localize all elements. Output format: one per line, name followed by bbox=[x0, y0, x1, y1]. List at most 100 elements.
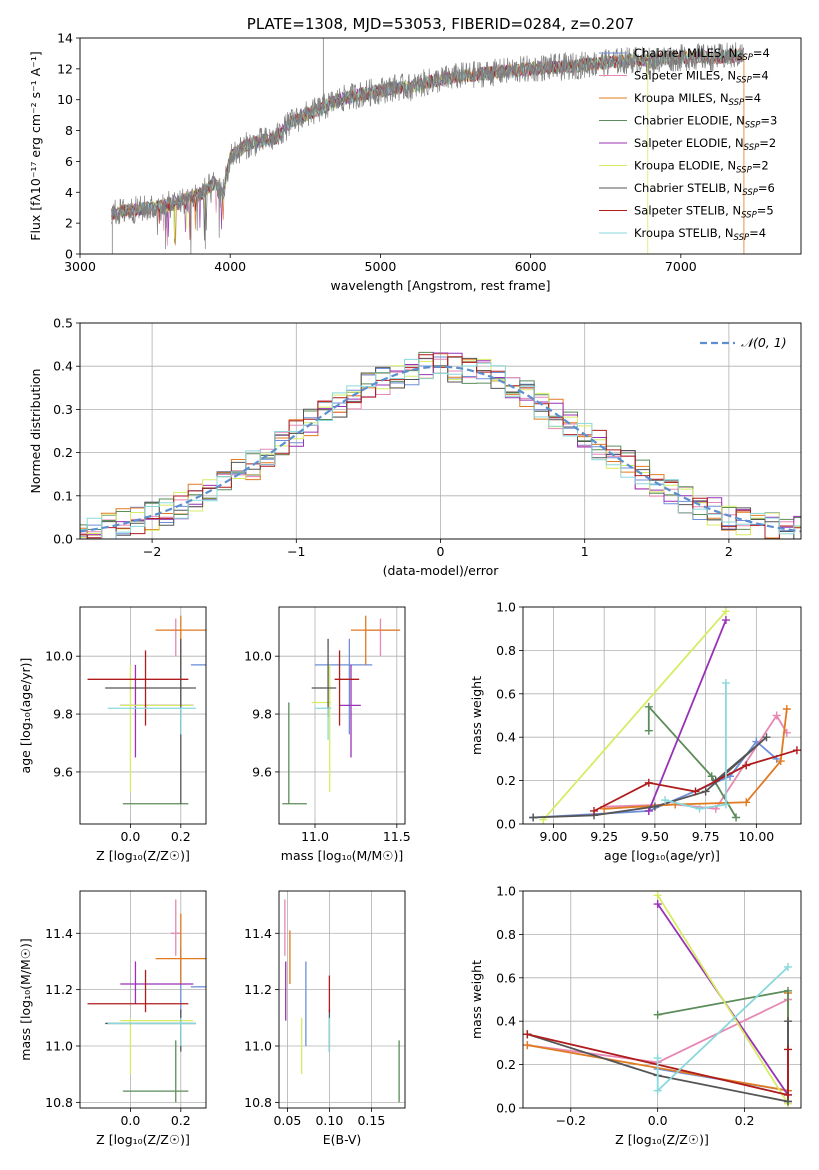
legend-text: Kroupa ELODIE, N bbox=[634, 159, 736, 173]
legend-entry: Salpeter ELODIE, NSSP=2 bbox=[634, 136, 776, 153]
data-spectrum-line bbox=[111, 42, 745, 254]
weight-point-marker bbox=[653, 1010, 662, 1019]
legend-entry: Chabrier MILES, NSSP=4 bbox=[634, 46, 770, 63]
weight-point-marker bbox=[701, 787, 710, 796]
x-tick-label: 0.2 bbox=[735, 1113, 755, 1128]
legend-tail: =3 bbox=[760, 114, 777, 128]
y-tick-label: 6 bbox=[65, 154, 73, 169]
weight-point-marker bbox=[721, 800, 730, 809]
y-tick-label: 0.2 bbox=[53, 445, 73, 460]
weight-series-line bbox=[533, 736, 768, 819]
x-tick-label: 9.50 bbox=[641, 829, 669, 844]
x-tick-label: 0.2 bbox=[171, 1113, 191, 1128]
y-tick-label: 0.2 bbox=[496, 773, 516, 788]
y-tick-label: 9.6 bbox=[53, 764, 73, 779]
x-tick-label: 2 bbox=[725, 544, 733, 559]
y-tick-label: 10.8 bbox=[45, 1095, 73, 1110]
y-tick-label: 1.0 bbox=[496, 600, 516, 615]
x-tick-label: −2 bbox=[143, 544, 161, 559]
y-tick-label: 0.8 bbox=[496, 643, 516, 658]
weight-series-line bbox=[647, 619, 727, 812]
y-tick-label: 12 bbox=[57, 61, 73, 76]
y-tick-label: 0.0 bbox=[53, 532, 73, 547]
legend-entry: Kroupa STELIB, NSSP=4 bbox=[634, 226, 766, 243]
weight-point-marker bbox=[732, 813, 741, 822]
y-tick-label: 10.8 bbox=[244, 1095, 272, 1110]
legend-subscript: SSP bbox=[729, 98, 745, 108]
y-tick-label: 8 bbox=[65, 123, 73, 138]
weight-point-marker bbox=[783, 1090, 792, 1099]
y-tick-label: 0.3 bbox=[53, 402, 73, 417]
x-axis-label: Z [log₁₀(Z/Z☉)] bbox=[96, 848, 190, 863]
errorbars bbox=[87, 899, 206, 1103]
weight-point-marker bbox=[792, 746, 801, 755]
x-tick-label: 0.05 bbox=[273, 1113, 301, 1128]
legend-subscript: SSP bbox=[745, 121, 761, 131]
weight-point-marker bbox=[644, 726, 653, 735]
y-tick-label: 11.4 bbox=[45, 926, 73, 941]
x-axis-label: (data-model)/error bbox=[383, 563, 500, 578]
x-tick-label: 10.00 bbox=[738, 829, 774, 844]
y-tick-label: 11.2 bbox=[45, 982, 73, 997]
errorbars bbox=[282, 615, 401, 805]
x-tick-label: 0.2 bbox=[171, 829, 191, 844]
x-axis-label: age [log₁₀(age/yr)] bbox=[604, 848, 720, 863]
weight-point-marker bbox=[691, 787, 700, 796]
weight-point-marker bbox=[742, 761, 751, 770]
y-tick-label: 9.8 bbox=[53, 707, 73, 722]
weight-series-line bbox=[647, 704, 737, 818]
x-tick-label: 0.10 bbox=[315, 1113, 343, 1128]
y-axis-label: mass [log₁₀(M/M☉)] bbox=[18, 938, 33, 1060]
axes-frame bbox=[278, 890, 406, 1109]
legend-entry: Kroupa ELODIE, NSSP=2 bbox=[634, 159, 769, 176]
weight-point-marker bbox=[653, 891, 662, 900]
legend-tail: =2 bbox=[752, 159, 769, 173]
x-tick-label: 1 bbox=[581, 544, 589, 559]
residuals-panel: −2 −1 0 1 2 0.0 0.1 0.2 0.3 0.4 0.5 (data-model)/er… bbox=[28, 316, 802, 578]
y-tick-label: 9.6 bbox=[252, 764, 272, 779]
x-tick-label: 0 bbox=[437, 544, 445, 559]
weight-point-marker bbox=[707, 772, 716, 781]
massweight_vs_age-panel: 9.00 9.25 9.50 9.75 10.00 0.0 0.2 0.4 0.6 0.8 1.0 a… bbox=[469, 600, 802, 863]
x-tick-label: 5000 bbox=[365, 259, 397, 274]
y-tick-label: 0 bbox=[65, 247, 73, 262]
legend-entry: Salpeter STELIB, NSSP=5 bbox=[634, 204, 774, 221]
weight-point-marker bbox=[644, 702, 653, 711]
x-tick-label: 9.00 bbox=[540, 829, 568, 844]
weight-point-marker bbox=[650, 802, 659, 811]
y-tick-label: 11.0 bbox=[244, 1039, 272, 1054]
weight-point-marker bbox=[661, 796, 670, 805]
x-axis-label: mass [log₁₀(M/M☉)] bbox=[281, 848, 403, 863]
x-tick-label: −1 bbox=[287, 544, 305, 559]
y-tick-label: 0.6 bbox=[496, 970, 516, 985]
y-tick-label: 0.2 bbox=[496, 1057, 516, 1072]
legend-text: Kroupa MILES, N bbox=[634, 91, 729, 105]
x-tick-label: 9.75 bbox=[692, 829, 720, 844]
y-tick-label: 0.4 bbox=[496, 730, 516, 745]
x-tick-label: 3000 bbox=[64, 259, 96, 274]
legend-text: Salpeter STELIB, N bbox=[634, 204, 741, 218]
y-axis-label: mass weight bbox=[469, 676, 484, 755]
axes-frame bbox=[79, 37, 802, 255]
weight-lines bbox=[529, 607, 801, 824]
x-tick-label: 7000 bbox=[665, 259, 697, 274]
weight-point-marker bbox=[783, 986, 792, 995]
weight-point-marker bbox=[783, 1045, 792, 1054]
legend-tail: =4 bbox=[744, 91, 761, 105]
legend-subscript: SSP bbox=[744, 143, 760, 153]
weight-point-marker bbox=[776, 757, 785, 766]
x-tick-label: 9.25 bbox=[590, 829, 618, 844]
legend-subscript: SSP bbox=[736, 76, 752, 86]
legend-subscript: SSP bbox=[737, 53, 753, 63]
x-tick-label: 4000 bbox=[214, 259, 246, 274]
legend-text: Chabrier STELIB, N bbox=[634, 181, 742, 195]
legend-entry: 𝒩(0, 1) bbox=[741, 335, 787, 350]
y-tick-label: 11.4 bbox=[244, 926, 272, 941]
weight-point-marker bbox=[762, 733, 771, 742]
x-tick-label: 6000 bbox=[515, 259, 547, 274]
axes-frame bbox=[278, 606, 406, 825]
weight-point-marker bbox=[529, 813, 538, 822]
axes-frame bbox=[522, 606, 802, 825]
normal-curve bbox=[80, 365, 801, 533]
legend-entry: Chabrier STELIB, NSSP=6 bbox=[634, 181, 775, 198]
